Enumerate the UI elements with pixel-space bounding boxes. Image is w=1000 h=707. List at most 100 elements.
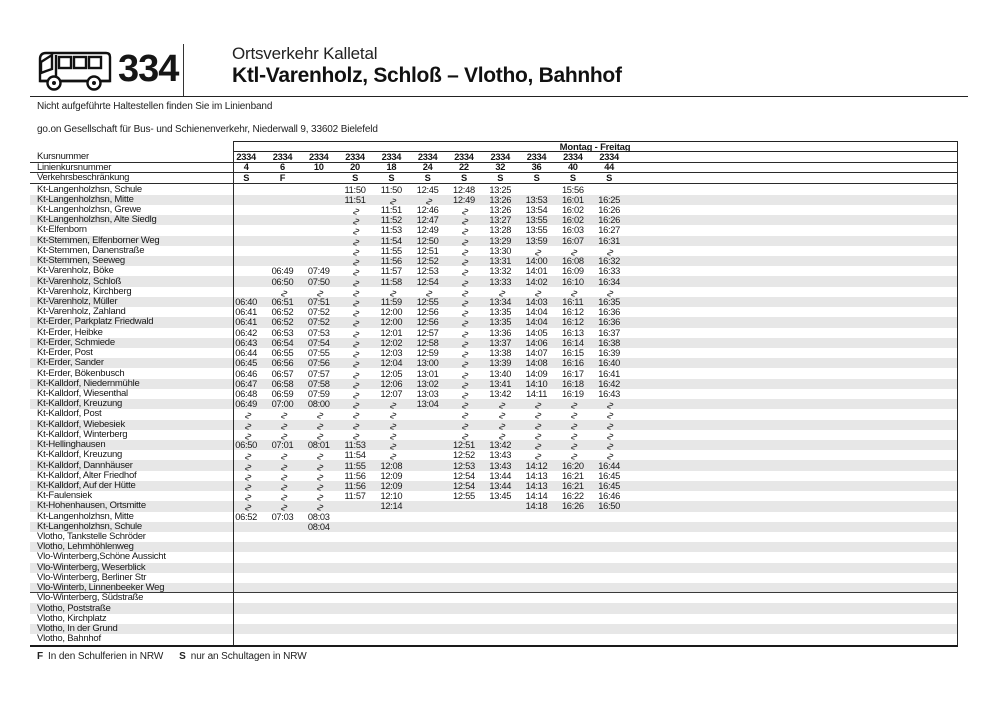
time-cell: 13:39	[489, 358, 512, 369]
time-cell: 06:51	[271, 297, 294, 308]
time-cell: ∿	[301, 287, 337, 297]
time-cell: 13:44	[489, 480, 512, 491]
time-cell: 07:56	[307, 358, 330, 369]
stop-name: Kt-Kalldorf, Dannhäuser	[37, 459, 133, 471]
legend-s-key: S	[179, 651, 186, 662]
stop-row: Kt-Kalldorf, Kreuzung ∿ ∿ ∿ 11:54 ∿ 12:52 13:43…	[30, 450, 958, 461]
stop-row: Kt-Hellinghausen 06:50 07:01 08:01 11:53 ∿ 12:…	[30, 440, 958, 451]
wavy-continuation-mark: ∿	[276, 411, 290, 420]
time-cell	[482, 522, 518, 532]
wavy-continuation-mark: ∿	[494, 432, 508, 441]
wavy-continuation-mark: ∿	[530, 248, 544, 257]
time-cell: 07:01	[271, 440, 294, 451]
stop-row: Kt-Varenholz, Kirchberg ∿ ∿ ∿ ∿ ∿ ∿ ∿ ∿ ∿ ∿	[30, 285, 958, 298]
time-cell: ∿	[591, 420, 627, 430]
wavy-continuation-mark: ∿	[240, 432, 254, 441]
time-cell: 06:52	[271, 307, 294, 318]
line-course-row-label: Linienkursnummer	[37, 161, 112, 173]
wavy-continuation-mark: ∿	[349, 350, 363, 359]
time-cell: 06:46	[235, 368, 258, 379]
time-cell	[337, 522, 373, 532]
time-cell: 11:56	[344, 470, 366, 481]
time-cell	[409, 461, 445, 471]
time-cell: 11:57	[344, 491, 366, 502]
time-cell: ∿	[446, 287, 482, 297]
stop-row: Kt-Langenholzhsn, Mitte 06:52 07:03 08:03	[30, 511, 958, 522]
wavy-continuation-mark: ∿	[349, 391, 363, 400]
stop-row: Vlo-Winterb, Linnenbeeker Weg	[30, 582, 958, 594]
stop-row: Vlo-Winterberg,Schöne Aussicht	[30, 552, 958, 562]
stop-rows: Kt-Langenholzhsn, Schule 11:50 11:50 12:45 1…	[30, 184, 958, 645]
time-cell: ∿	[337, 328, 373, 338]
time-cell: 11:53	[380, 225, 402, 236]
wavy-continuation-mark: ∿	[566, 289, 580, 298]
time-cell: 06:44	[235, 348, 258, 359]
time-cell: 12:51	[453, 440, 475, 451]
stop-row: Kt-Stemmen, Seeweg ∿ 11:56 12:52 ∿ 13:31 14:00…	[30, 256, 958, 267]
time-cell	[482, 512, 518, 522]
restriction-row: Verkehrsbeschränkung S F S S S S S S S S	[30, 172, 958, 184]
wavy-continuation-mark: ∿	[385, 197, 399, 206]
time-cell: 06:50	[235, 440, 258, 451]
time-cell	[301, 185, 337, 195]
note-line: Nicht aufgeführte Haltestellen finden Si…	[37, 101, 273, 112]
time-cell: 16:02	[561, 205, 584, 216]
wavy-continuation-mark: ∿	[349, 217, 363, 226]
time-cell: 16:03	[561, 225, 584, 236]
time-cell: ∿	[482, 287, 518, 297]
time-cell: ∿	[555, 450, 591, 461]
time-cell: 13:01	[416, 368, 439, 379]
stop-row: Vlotho, Lehmhöhlenweg	[30, 542, 958, 553]
time-cell: 06:41	[235, 317, 258, 328]
time-cell: 16:36	[598, 317, 620, 328]
wavy-continuation-mark: ∿	[458, 350, 472, 359]
time-cell: 14:18	[525, 501, 548, 512]
restriction-cell: S	[388, 172, 395, 183]
time-cell: 14:02	[525, 276, 548, 287]
time-cell: 08:00	[307, 399, 330, 410]
time-cell: ∿	[337, 236, 373, 246]
time-cell: ∿	[301, 461, 337, 471]
time-cell: ∿	[337, 287, 373, 297]
stop-row: Kt-Kalldorf, Dannhäuser ∿ ∿ ∿ 11:55 12:08 12:5…	[30, 459, 958, 471]
time-cell: 16:12	[561, 317, 584, 328]
time-cell: 12:03	[380, 348, 403, 359]
time-cell: ∿	[337, 297, 373, 308]
course-number-cell: 2334	[526, 151, 547, 162]
legend-f-text: In den Schulferien in NRW	[48, 651, 164, 662]
time-cell: ∿	[518, 440, 554, 451]
line-course-cell: 32	[495, 162, 506, 173]
time-cell: 07:53	[307, 327, 330, 338]
wavy-continuation-mark: ∿	[276, 503, 290, 512]
time-cell: 07:57	[307, 368, 330, 379]
line-course-cell: 36	[531, 162, 542, 173]
time-cell: 07:59	[307, 388, 330, 399]
wavy-continuation-mark: ∿	[458, 289, 472, 298]
wavy-continuation-mark: ∿	[349, 299, 363, 308]
stop-row: Kt-Erder, Sander 06:45 06:56 07:56 ∿ 12:04 13:…	[30, 358, 958, 369]
time-cell: 13:33	[489, 276, 512, 287]
route-title: Ktl-Varenholz, Schloß – Vlotho, Bahnhof	[232, 64, 622, 87]
time-cell: 12:52	[416, 256, 439, 267]
stop-name: Kt-Varenholz, Kirchberg	[37, 285, 132, 297]
time-cell	[409, 450, 445, 460]
time-cell: ∿	[337, 307, 373, 318]
time-cell: 13:37	[489, 337, 512, 348]
wavy-continuation-mark: ∿	[566, 411, 580, 420]
time-cell: ∿	[264, 481, 300, 491]
time-cell: ∿	[446, 328, 482, 338]
time-cell: 13:32	[489, 266, 512, 277]
time-cell: ∿	[446, 307, 482, 318]
time-cell: ∿	[518, 450, 554, 461]
time-cell: ∿	[337, 205, 373, 216]
wavy-continuation-mark: ∿	[494, 401, 508, 410]
stop-name: Kt-Hohenhausen, Ortsmitte	[37, 500, 146, 512]
time-cell: 14:08	[525, 358, 548, 369]
time-cell: 12:00	[380, 307, 403, 318]
time-cell: 16:35	[598, 297, 620, 308]
wavy-continuation-mark: ∿	[240, 422, 254, 431]
stop-row: Vlo-Winterberg, Berliner Str	[30, 572, 958, 583]
time-cell: 12:09	[380, 480, 403, 491]
time-cell	[301, 225, 337, 235]
stop-row: Kt-Kalldorf, Alter Friedhof ∿ ∿ ∿ 11:56 12:09…	[30, 470, 958, 481]
